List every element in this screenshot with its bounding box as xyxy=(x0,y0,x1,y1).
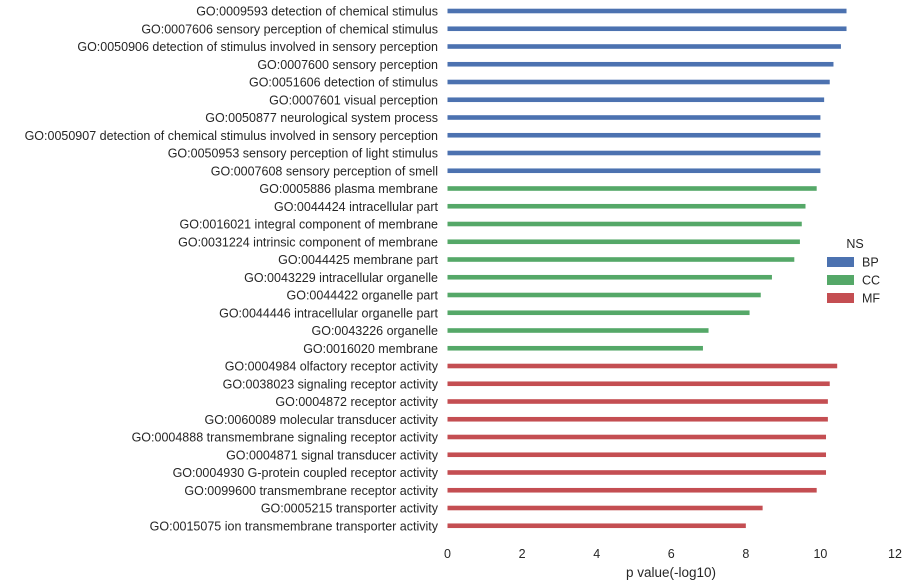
legend-swatch-cc xyxy=(827,275,854,285)
category-label: GO:0051606 detection of stimulus xyxy=(249,76,438,90)
category-label: GO:0004888 transmembrane signaling recep… xyxy=(132,431,439,445)
category-label: GO:0043229 intracellular organelle xyxy=(244,271,438,285)
bar-bp xyxy=(447,97,825,103)
category-label: GO:0004984 olfactory receptor activity xyxy=(225,360,439,374)
category-label: GO:0009593 detection of chemical stimulu… xyxy=(196,5,438,19)
bar-bp xyxy=(447,168,821,174)
bar-cc xyxy=(447,345,703,351)
bar-mf xyxy=(447,399,828,404)
bar-bp xyxy=(447,79,830,85)
category-label: GO:0044424 intracellular part xyxy=(274,200,439,214)
bar-bp xyxy=(447,150,821,156)
category-label: GO:0016021 integral component of membran… xyxy=(180,218,439,232)
category-label: GO:0005886 plasma membrane xyxy=(259,182,438,196)
bar-mf xyxy=(447,505,763,511)
category-label: GO:0050906 detection of stimulus involve… xyxy=(77,40,438,54)
bar-cc xyxy=(447,292,761,298)
legend-label-bp: BP xyxy=(862,256,879,270)
bar-bp xyxy=(447,44,841,49)
x-tick-label: 10 xyxy=(813,547,827,561)
category-label: GO:0050907 detection of chemical stimulu… xyxy=(25,129,438,143)
category-label: GO:0044446 intracellular organelle part xyxy=(219,306,438,320)
category-label: GO:0016020 membrane xyxy=(303,342,438,356)
legend-label-cc: CC xyxy=(862,274,880,288)
bar-mf xyxy=(447,452,827,458)
legend-swatch-bp xyxy=(827,257,854,267)
x-axis-title: p value(-log10) xyxy=(626,565,716,580)
category-label: GO:0050953 sensory perception of light s… xyxy=(168,147,438,161)
category-label: GO:0004872 receptor activity xyxy=(275,395,438,409)
legend: NS BP CC MF xyxy=(827,237,880,306)
bar-mf xyxy=(447,523,746,529)
x-tick-label: 0 xyxy=(444,547,451,561)
category-label: GO:0007601 visual perception xyxy=(269,93,438,107)
bar-bp xyxy=(447,26,847,32)
legend-label-mf: MF xyxy=(862,292,880,306)
category-label: GO:0031224 intrinsic component of membra… xyxy=(178,235,438,249)
bar-mf xyxy=(447,434,827,440)
category-label: GO:0044422 organelle part xyxy=(287,289,439,303)
category-label: GO:0060089 molecular transducer activity xyxy=(205,413,439,427)
bar-bp xyxy=(447,8,847,14)
category-label: GO:0038023 signaling receptor activity xyxy=(223,377,439,391)
bars-layer xyxy=(447,8,847,529)
bar-bp xyxy=(447,61,834,67)
bar-cc xyxy=(447,257,795,262)
x-tick-label: 6 xyxy=(668,547,675,561)
x-axis: 0 2 4 6 8 10 12 xyxy=(444,547,902,561)
x-tick-label: 2 xyxy=(519,547,526,561)
bar-mf xyxy=(447,381,830,387)
bar-cc xyxy=(447,186,817,191)
category-label: GO:0050877 neurological system process xyxy=(205,111,438,125)
bar-mf xyxy=(447,470,827,475)
legend-swatch-mf xyxy=(827,293,854,303)
category-label: GO:0015075 ion transmembrane transporter… xyxy=(150,519,439,533)
bar-mf xyxy=(447,487,817,493)
category-label: GO:0044425 membrane part xyxy=(278,253,438,267)
bar-mf xyxy=(447,416,828,422)
category-label: GO:0004871 signal transducer activity xyxy=(226,448,439,462)
bar-cc xyxy=(447,239,800,245)
bar-cc xyxy=(447,274,772,280)
category-labels: GO:0009593 detection of chemical stimulu… xyxy=(25,5,439,534)
bar-cc xyxy=(447,328,709,333)
x-tick-label: 8 xyxy=(742,547,749,561)
category-label: GO:0007608 sensory perception of smell xyxy=(211,164,438,178)
legend-title: NS xyxy=(846,237,863,251)
bar-cc xyxy=(447,310,750,316)
bar-bp xyxy=(447,132,821,138)
bar-cc xyxy=(447,203,806,209)
bar-cc xyxy=(447,221,802,227)
x-tick-label: 12 xyxy=(888,547,902,561)
category-label: GO:0007600 sensory perception xyxy=(257,58,438,72)
category-label: GO:0007606 sensory perception of chemica… xyxy=(141,22,438,36)
category-label: GO:0004930 G-protein coupled receptor ac… xyxy=(173,466,439,480)
x-tick-label: 4 xyxy=(593,547,600,561)
category-label: GO:0005215 transporter activity xyxy=(261,502,439,516)
category-label: GO:0099600 transmembrane receptor activi… xyxy=(184,484,438,498)
bar-bp xyxy=(447,115,821,120)
bar-mf xyxy=(447,363,838,369)
category-label: GO:0043226 organelle xyxy=(312,324,439,338)
